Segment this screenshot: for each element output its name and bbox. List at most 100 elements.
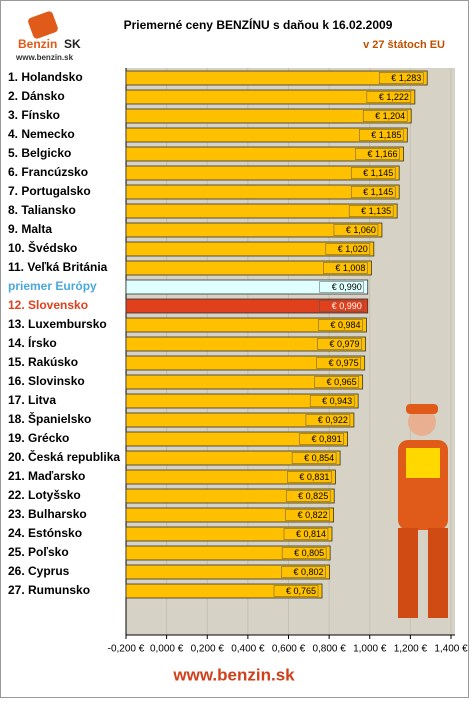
value-label: € 1,283 [391,73,421,83]
x-tick-label: 0,600 € [272,644,306,655]
category-label: 27. Rumunsko [8,583,90,597]
bar [125,260,372,276]
category-label: 10. Švédsko [8,240,77,255]
value-label-box [299,433,344,445]
value-label-box [287,471,332,483]
value-label-box [350,167,396,179]
bar [125,583,323,599]
category-label: 12. Slovensko [8,298,88,312]
category-label: priemer Európy [8,279,97,293]
bar [125,241,375,257]
value-label: € 1,020 [338,244,368,254]
value-label-box [319,300,364,312]
category-label: 25. Poľsko [8,545,69,559]
value-label: € 1,145 [363,168,393,178]
value-label-box [316,357,361,369]
bar [125,89,416,105]
bar [125,564,330,580]
x-tick-label: 1,400 € [434,644,468,655]
bar [125,203,398,219]
value-label-box [317,338,362,350]
value-label-box [348,205,394,217]
value-label: € 1,145 [363,187,393,197]
x-tick-label: 0,000 € [150,644,184,655]
category-label: 9. Malta [8,222,52,236]
value-label-box [355,148,400,160]
bar [125,298,369,314]
value-label-box [350,186,396,198]
bar [125,355,366,371]
value-label: € 0,805 [294,548,324,558]
x-tick-label: 0,400 € [231,644,265,655]
category-label: 8. Taliansko [8,203,76,217]
value-label: € 1,135 [361,206,391,216]
chart-subtitle: v 27 štátoch EU [363,39,445,51]
value-label-box [359,129,404,141]
category-label: 18. Španielsko [8,411,91,426]
category-label: 22. Lotyšsko [8,488,81,502]
value-label-box [291,452,337,464]
value-label: € 1,222 [379,92,409,102]
bar [125,431,349,447]
mascot [398,404,448,618]
value-label-box [285,490,331,502]
category-label: 7. Portugalsko [8,184,91,198]
x-tick-label: 0,200 € [191,644,225,655]
value-label: € 0,854 [304,453,334,463]
value-label-box [319,281,364,293]
category-label: 26. Cyprus [8,564,70,578]
bar [125,222,383,238]
mascot-leg [428,528,448,618]
x-tick-label: -0,200 € [108,644,145,655]
value-label: € 0,765 [286,586,316,596]
value-label-box [333,224,379,236]
value-label: € 0,831 [299,472,329,482]
value-label: € 0,990 [332,301,362,311]
value-label: € 0,990 [332,282,362,292]
value-label: € 1,166 [367,149,397,159]
bar [125,165,400,181]
bar [125,545,331,561]
value-label: € 1,185 [371,130,401,140]
value-label: € 0,825 [298,491,328,501]
bar [125,469,336,485]
value-label: € 0,965 [327,377,357,387]
mascot-cap [406,404,438,414]
value-label-box [273,585,319,597]
logo-name: Benzin [18,37,57,51]
value-label: € 0,891 [312,434,342,444]
value-label-box [281,566,326,578]
value-label: € 0,802 [294,567,324,577]
value-label: € 1,204 [375,111,405,121]
category-label: 20. Česká republika [8,449,120,464]
value-label-box [323,262,368,274]
value-label-box [325,243,371,255]
category-label: 4. Nemecko [8,127,75,141]
bar [125,127,408,143]
value-label: € 0,943 [322,396,352,406]
logo: Benzin SK www.benzin.sk [15,11,81,62]
value-label-box [283,528,329,540]
bar [125,108,412,124]
category-label: 6. Francúzsko [8,165,88,179]
category-label: 3. Fínsko [8,108,60,122]
value-label-box [285,509,330,521]
category-label: 1. Holandsko [8,70,83,84]
value-label: € 0,814 [296,529,326,539]
bar [125,184,400,200]
bar [125,374,364,390]
bar [125,393,359,409]
bar [125,450,341,466]
category-label: 2. Dánsko [8,89,65,103]
category-label: 19. Grécko [8,431,69,445]
category-label: 21. Maďarsko [8,469,85,483]
value-label-box [305,414,351,426]
mascot-shirt [406,448,440,478]
x-tick-label: 1,000 € [353,644,387,655]
value-label: € 0,922 [318,415,348,425]
value-label: € 0,984 [330,320,360,330]
value-label: € 0,979 [329,339,359,349]
category-label: 5. Belgicko [8,146,71,160]
bar [125,526,333,542]
